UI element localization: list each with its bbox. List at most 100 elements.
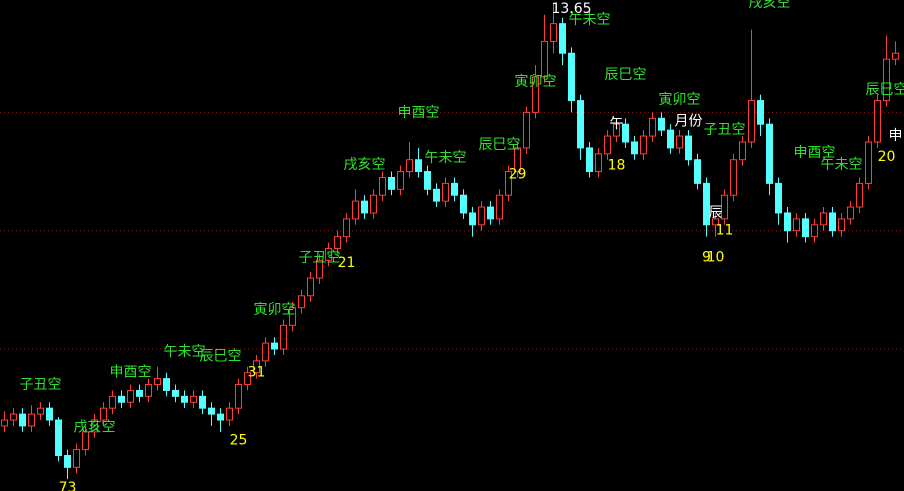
annotation: 午未空 — [164, 344, 206, 360]
annotation: 子丑空 — [20, 377, 62, 393]
candle-body — [820, 212, 827, 226]
candle-body — [712, 218, 719, 226]
candle-body — [361, 200, 368, 214]
candle-body — [433, 188, 440, 202]
candle-body — [37, 407, 44, 415]
annotation: 午未空 — [821, 157, 863, 173]
candle-body — [856, 182, 863, 208]
candle-body — [622, 123, 629, 143]
candle-body — [136, 389, 143, 397]
candle-body — [271, 342, 278, 350]
candle-body — [802, 218, 809, 238]
annotation: 辰巳空 — [605, 67, 647, 83]
candle-body — [199, 395, 206, 409]
candle-body — [289, 307, 296, 326]
candle-body — [235, 384, 242, 409]
candle-body — [847, 206, 854, 220]
candle-body — [730, 159, 737, 196]
annotation: 21 — [338, 255, 356, 271]
candle-body — [568, 52, 575, 102]
annotation: 子丑空 — [704, 122, 746, 138]
annotation: 13.65 — [551, 1, 591, 17]
candle-body — [883, 58, 890, 102]
candle-body — [496, 194, 503, 220]
candle-body — [865, 141, 872, 184]
candle-body — [109, 395, 116, 409]
candle-body — [667, 129, 674, 149]
annotation: 申酉空 — [398, 105, 440, 121]
candle-body — [649, 117, 656, 137]
annotation: 午 — [610, 116, 624, 132]
annotation: 寅卯空 — [659, 91, 701, 108]
annotation: 10 — [707, 249, 725, 265]
candle-body — [424, 171, 431, 190]
candle-body — [145, 384, 152, 397]
annotation: 子丑空 — [299, 250, 341, 266]
candle-body — [658, 117, 665, 131]
candle-body — [676, 135, 683, 149]
annotation: 月份 — [675, 113, 703, 129]
candle-body — [64, 455, 71, 468]
candle-body — [172, 389, 179, 397]
candle-body — [784, 212, 791, 232]
candle-body — [640, 135, 647, 155]
annotation: 午未空 — [569, 12, 611, 28]
candle-body — [19, 413, 26, 427]
candle-body — [541, 40, 548, 78]
candle-body — [325, 247, 332, 261]
candle-body — [118, 395, 125, 403]
candle-body — [100, 407, 107, 421]
candle-body — [793, 218, 800, 232]
candle-body — [262, 342, 269, 362]
candle-body — [631, 141, 638, 155]
candle-body — [307, 277, 314, 297]
annotation: 申酉空 — [110, 365, 152, 381]
candle-body — [451, 182, 458, 196]
annotation: 18 — [608, 158, 626, 174]
candle-body — [208, 407, 215, 415]
candle-body — [379, 176, 386, 196]
candle-body — [775, 182, 782, 214]
candle-body — [694, 159, 701, 184]
candle-body — [442, 182, 449, 202]
annotation: 寅卯空 — [254, 301, 296, 318]
candle-body — [343, 218, 350, 238]
candle-body — [559, 23, 566, 54]
candle-body — [55, 419, 62, 457]
annotation: 29 — [509, 167, 527, 183]
candle-body — [190, 395, 197, 403]
candle-body — [523, 111, 530, 149]
annotation: 9 — [702, 249, 711, 265]
candle-body — [73, 449, 80, 468]
candle-body — [721, 194, 728, 220]
candle-body — [703, 182, 710, 226]
candle-body — [406, 159, 413, 173]
candle-body — [415, 159, 422, 173]
candle-body — [613, 123, 620, 137]
candle-body — [514, 147, 521, 173]
candle-body — [550, 23, 557, 42]
annotation: 25 — [230, 433, 248, 449]
candle-body — [370, 194, 377, 214]
candle-body — [28, 413, 35, 427]
annotation: 20 — [878, 149, 896, 165]
annotation: 31 — [248, 365, 266, 381]
candle-body — [532, 76, 539, 113]
candle-body — [766, 123, 773, 184]
candle-body — [586, 147, 593, 173]
annotation: 申 — [889, 128, 903, 144]
annotation: 戌亥空 — [74, 420, 116, 436]
annotation: 午未空 — [425, 150, 467, 166]
candle-body — [1, 419, 8, 427]
candle-body — [253, 360, 260, 374]
candle-body — [505, 171, 512, 196]
candle-body — [217, 413, 224, 421]
candle-body — [181, 395, 188, 403]
candle-body — [163, 378, 170, 391]
candle-body — [469, 212, 476, 226]
candle-body — [154, 378, 161, 386]
candle-body — [397, 171, 404, 190]
candle-body — [892, 52, 899, 60]
candle-body — [748, 100, 755, 143]
